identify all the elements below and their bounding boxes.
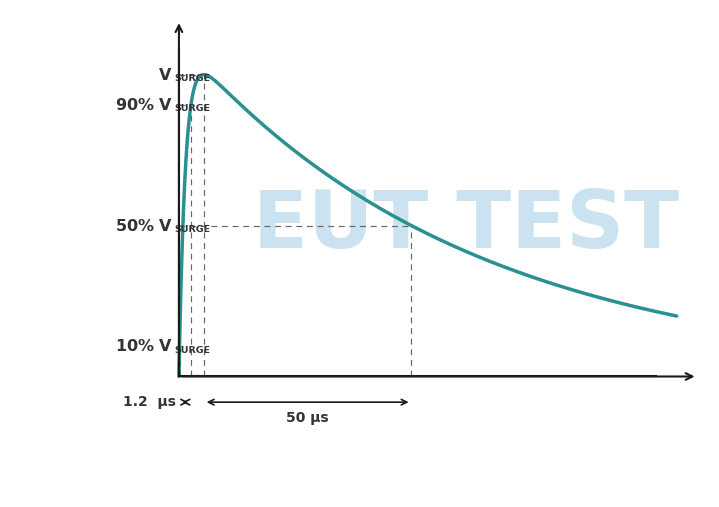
Text: SURGE: SURGE bbox=[175, 104, 211, 113]
Text: 50% $\mathbf{V}$: 50% $\mathbf{V}$ bbox=[114, 218, 173, 234]
Text: 50 μs: 50 μs bbox=[286, 411, 329, 424]
Text: SURGE: SURGE bbox=[175, 346, 211, 355]
Text: SURGE: SURGE bbox=[175, 74, 211, 83]
Text: EUT TEST: EUT TEST bbox=[252, 187, 679, 265]
Text: 10% $\mathbf{V}$: 10% $\mathbf{V}$ bbox=[114, 338, 173, 354]
Text: 1.2  μs: 1.2 μs bbox=[122, 395, 175, 409]
Text: $\mathbf{V}$: $\mathbf{V}$ bbox=[158, 66, 173, 83]
Text: SURGE: SURGE bbox=[175, 225, 211, 234]
Text: 90% $\mathbf{V}$: 90% $\mathbf{V}$ bbox=[114, 97, 173, 113]
